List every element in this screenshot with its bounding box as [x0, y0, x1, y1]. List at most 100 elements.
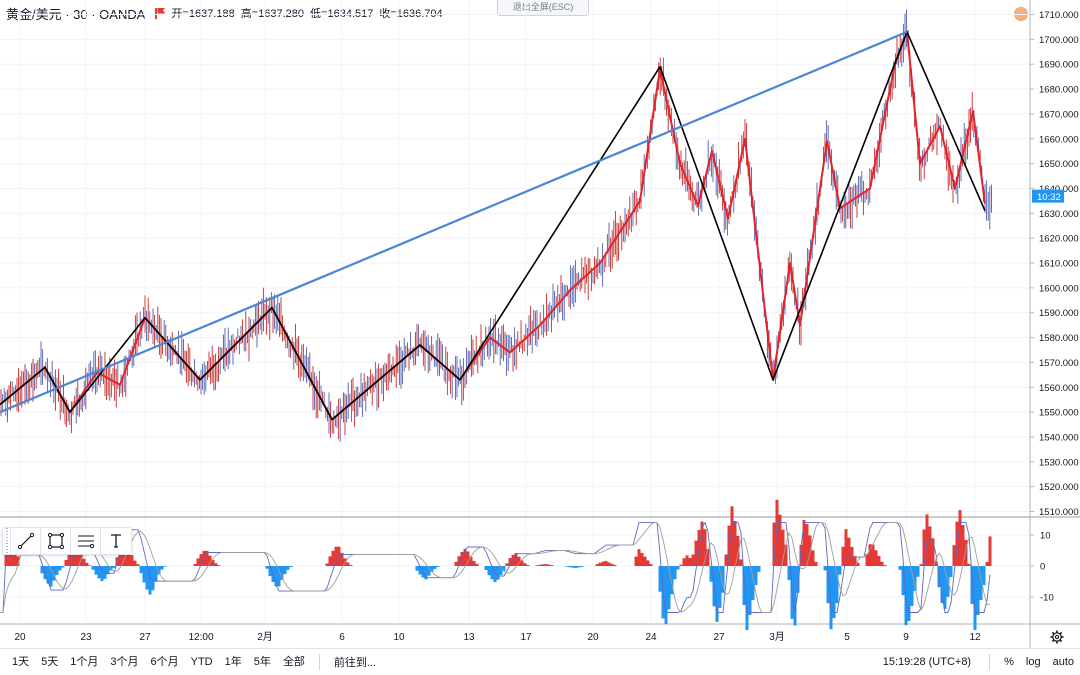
histogram-bar [274, 566, 278, 587]
histogram-bar [433, 566, 437, 569]
range-5d-button[interactable]: 5天 [41, 656, 59, 668]
time-tick-label: 13 [463, 632, 475, 643]
histogram-bar [787, 566, 791, 580]
histogram-bar [658, 566, 662, 592]
histogram-bar [925, 514, 929, 566]
histogram-bar [280, 566, 284, 580]
trend-line-tool[interactable] [11, 528, 41, 554]
histogram-bar [211, 560, 215, 566]
range-5y-button[interactable]: 5年 [253, 656, 271, 668]
histogram-bar [898, 566, 902, 570]
histogram-bar [913, 566, 917, 592]
auto-toggle[interactable]: auto [1052, 656, 1074, 668]
histogram-bar [547, 564, 551, 566]
histogram-bar [70, 545, 74, 566]
rectangle-icon [47, 532, 64, 550]
histogram-bar [868, 544, 872, 566]
price-tick-label: 1610.000 [1039, 259, 1079, 270]
histogram-bar [199, 554, 203, 566]
histogram-bar [475, 563, 479, 566]
histogram-bar [139, 566, 143, 574]
indicator-tick-label: 0 [1040, 562, 1045, 573]
fib-lines-tool[interactable] [71, 528, 101, 554]
histogram-bar [595, 564, 599, 566]
histogram-bar [637, 549, 641, 566]
flag-icon[interactable] [155, 7, 165, 19]
histogram-bar [703, 529, 707, 566]
rectangle-tool[interactable] [41, 528, 71, 554]
histogram-bar [604, 560, 608, 566]
clock-timezone[interactable]: 15:19:28 (UTC+8) [882, 656, 972, 668]
histogram-bar [496, 566, 500, 580]
range-3m-button[interactable]: 3个月 [110, 656, 139, 668]
log-toggle[interactable]: log [1025, 656, 1041, 668]
price-tick-label: 1660.000 [1039, 134, 1079, 145]
histogram-bar [715, 566, 719, 622]
histogram-bar [772, 522, 776, 566]
percent-toggle[interactable]: % [1004, 656, 1014, 668]
histogram-bar [640, 552, 644, 566]
histogram-bar [325, 563, 329, 566]
time-tick-label: 24 [645, 632, 657, 643]
histogram-bar [829, 566, 833, 630]
histogram-bar [331, 550, 335, 566]
zigzag-red-line[interactable] [0, 30, 986, 421]
histogram-bar [793, 566, 797, 626]
range-1m-button[interactable]: 1个月 [70, 656, 99, 668]
histogram-bar [346, 562, 350, 566]
price-chart[interactable]: 1710.000 1700.000 1690.000 1680.000 1670.000… [0, 0, 1080, 648]
histogram-bar [973, 566, 977, 631]
histogram-bar [118, 549, 122, 566]
histogram-bar [526, 565, 530, 566]
text-tool[interactable] [101, 528, 131, 554]
trend-line[interactable] [0, 30, 908, 414]
histogram-bar [466, 551, 470, 566]
histogram-bar [634, 556, 638, 566]
histogram-bar [670, 566, 674, 595]
histogram-bar [508, 558, 512, 566]
zigzag-black-line[interactable] [0, 31, 986, 421]
histogram-bar [289, 566, 293, 568]
price-tick-label: 1700.000 [1039, 35, 1079, 46]
histogram-bar [148, 566, 152, 595]
histogram-bar [778, 514, 782, 566]
histogram-bar [100, 566, 104, 582]
histogram-bar [730, 506, 734, 566]
price-tick-label: 1640.000 [1039, 184, 1079, 195]
histogram-bar [802, 520, 806, 566]
histogram-bar [748, 566, 752, 616]
range-1d-button[interactable]: 1天 [12, 656, 30, 668]
range-all-button[interactable]: 全部 [282, 656, 305, 668]
price-tick-label: 1530.000 [1039, 457, 1079, 468]
histogram-bar [565, 566, 569, 567]
histogram-bar [430, 566, 434, 572]
histogram-bar [349, 564, 353, 566]
exit-fullscreen-button[interactable]: 退出全屏(ESC) [497, 0, 589, 16]
histogram-bar [826, 566, 830, 604]
histogram-bar [454, 561, 458, 566]
histogram-bar [970, 566, 974, 604]
histogram-bar [916, 566, 920, 577]
time-tick-label: 5 [844, 632, 850, 643]
histogram-bar [598, 562, 602, 566]
goto-date-button[interactable]: 前往到... [333, 657, 377, 669]
histogram-bar [964, 540, 968, 566]
time-tick-label: 12 [969, 632, 981, 643]
price-tick-label: 1680.000 [1039, 85, 1079, 96]
histogram-bar [538, 564, 542, 566]
price-tick-label: 1650.000 [1039, 159, 1079, 170]
gear-icon[interactable] [1050, 630, 1064, 644]
range-6m-button[interactable]: 6个月 [150, 656, 179, 668]
histogram-bar [94, 566, 98, 575]
histogram-bar [472, 560, 476, 566]
histogram-bar [415, 566, 419, 571]
toolbar-drag-handle[interactable] [3, 528, 11, 554]
histogram-bar [910, 566, 914, 606]
histogram-bar [865, 553, 869, 566]
histogram-bar [649, 564, 653, 566]
range-1y-button[interactable]: 1年 [224, 656, 242, 668]
histogram-bar [907, 566, 911, 621]
histogram-bar [568, 566, 572, 568]
range-ytd-button[interactable]: YTD [190, 656, 213, 668]
histogram-bar [961, 525, 965, 566]
